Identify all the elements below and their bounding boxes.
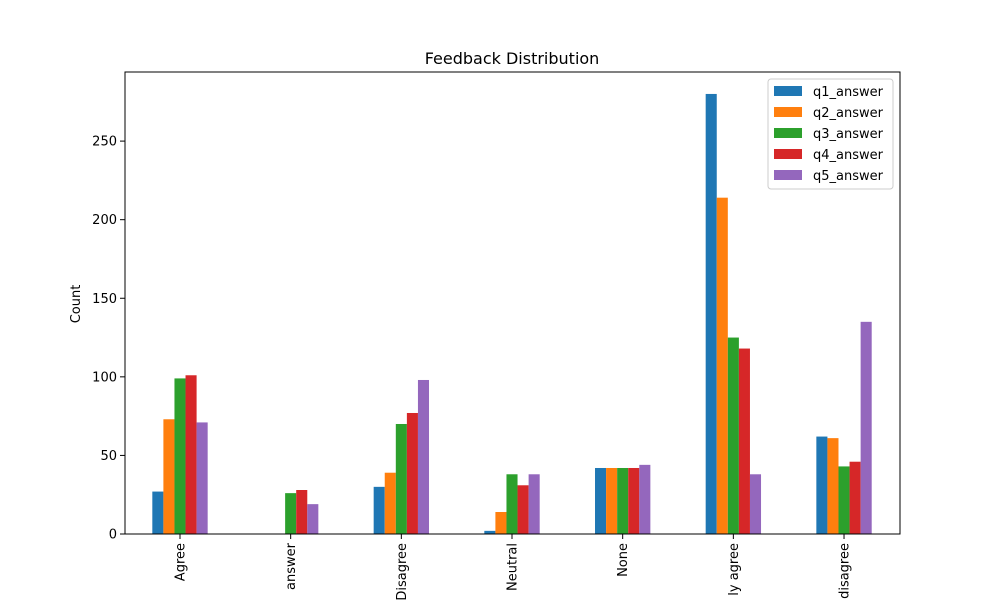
y-ticks-group: 0 50 100 150 200 250: [92, 135, 125, 543]
bar-q5_answer-0: [196, 422, 208, 534]
bar-q2_answer-3: [495, 512, 507, 534]
x-tick-label: Disagree: [395, 543, 410, 600]
legend-swatch-q5_answer: [774, 170, 802, 180]
bar-q1_answer-0: [152, 491, 164, 534]
legend-label-q5_answer: q5_answer: [813, 169, 884, 184]
bar-q1_answer-2: [373, 486, 385, 534]
bar-q2_answer-6: [827, 438, 839, 534]
x-tick-label: disagree: [838, 543, 853, 599]
legend-swatch-q3_answer: [774, 128, 802, 138]
legend-swatch-q2_answer: [774, 107, 802, 117]
bar-q2_answer-5: [716, 197, 728, 534]
plot-frame: [124, 71, 901, 535]
bar-q4_answer-6: [849, 461, 861, 534]
chart-title: Feedback Distribution: [425, 49, 600, 68]
bar-q1_answer-5: [705, 93, 717, 534]
legend-label-q2_answer: q2_answer: [813, 106, 884, 121]
bar-q1_answer-3: [484, 530, 496, 534]
bar-q4_answer-0: [185, 375, 197, 534]
bar-q2_answer-0: [163, 419, 175, 534]
bar-q5_answer-1: [307, 504, 319, 534]
x-tick-label: None: [616, 543, 631, 577]
bar-q4_answer-5: [738, 348, 750, 534]
bar-q2_answer-4: [606, 467, 618, 534]
y-tick-label: 100: [92, 370, 117, 385]
legend-swatch-q1_answer: [774, 86, 802, 96]
legend: q1_answer q2_answer q3_answer q4_answer q5_a…: [767, 78, 894, 190]
bar-q4_answer-2: [406, 412, 418, 534]
bar-q1_answer-6: [816, 436, 828, 534]
bar-q5_answer-2: [417, 379, 430, 534]
y-axis-label: Count: [69, 285, 84, 324]
x-tick-label: ly agree: [727, 543, 742, 596]
y-tick-label: 150: [92, 292, 117, 307]
bar-q5_answer-3: [528, 474, 540, 534]
bar-q3_answer-3: [506, 474, 518, 534]
x-ticks-group: Agree answer Disagree Neutral None ly agree di…: [174, 534, 853, 600]
bars-group: [152, 93, 872, 534]
bar-q3_answer-1: [285, 493, 297, 534]
x-tick-label: Neutral: [506, 543, 521, 591]
bar-q5_answer-5: [749, 474, 762, 534]
legend-frame: [767, 78, 894, 190]
bar-q3_answer-5: [727, 337, 739, 534]
bar-q5_answer-4: [639, 464, 651, 534]
legend-label-q1_answer: q1_answer: [813, 85, 884, 100]
x-tick-label: answer: [284, 542, 299, 590]
bar-q4_answer-3: [517, 485, 529, 534]
bar-q4_answer-1: [296, 490, 308, 534]
legend-swatch-q4_answer: [774, 149, 802, 159]
y-tick-label: 250: [92, 135, 117, 150]
x-tick-label: Agree: [174, 543, 189, 581]
y-tick-label: 0: [109, 528, 117, 543]
y-tick-label: 50: [100, 449, 117, 464]
legend-label-q3_answer: q3_answer: [813, 127, 884, 142]
bar-q1_answer-4: [595, 467, 607, 534]
bar-q3_answer-2: [395, 423, 407, 534]
bar-q3_answer-0: [174, 378, 186, 534]
bar-q3_answer-6: [838, 466, 850, 534]
bar-q5_answer-6: [860, 321, 872, 534]
y-tick-label: 200: [92, 213, 117, 228]
bar-q3_answer-4: [617, 467, 629, 534]
bar-q2_answer-2: [384, 472, 396, 534]
bar-q4_answer-4: [628, 467, 640, 534]
legend-label-q4_answer: q4_answer: [813, 148, 884, 163]
